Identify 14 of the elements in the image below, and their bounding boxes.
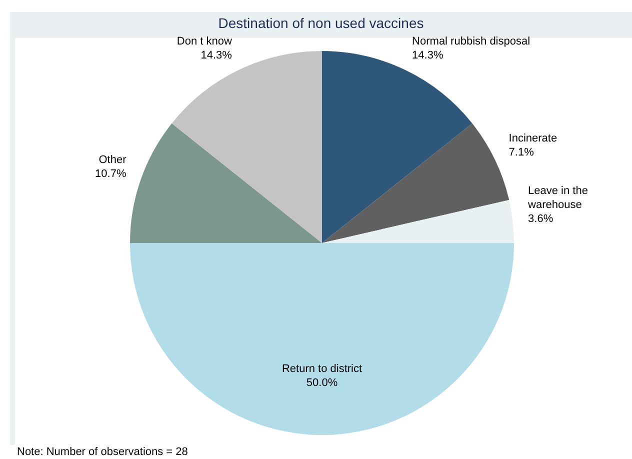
- slice-label: Return to district: [282, 362, 362, 375]
- data-label: 14.3%: [412, 50, 444, 62]
- data-label: 7.1%: [508, 146, 534, 158]
- data-label: 14.3%: [200, 50, 232, 62]
- slice-label: Incinerate: [508, 132, 558, 144]
- slice-label: Other: [98, 154, 127, 166]
- data-label: 3.6%: [528, 213, 554, 226]
- text: Note: Number of observations = 28: [17, 446, 188, 458]
- chart-title: Destination of non used vaccines: [217, 15, 425, 31]
- slice-label: Leave in the warehouse: [527, 185, 588, 212]
- slice-label: Normal rubbish disposal: [412, 36, 530, 48]
- slice-label: Don t know: [176, 36, 232, 48]
- data-label: 50.0%: [306, 376, 338, 389]
- data-label: 10.7%: [95, 168, 126, 180]
